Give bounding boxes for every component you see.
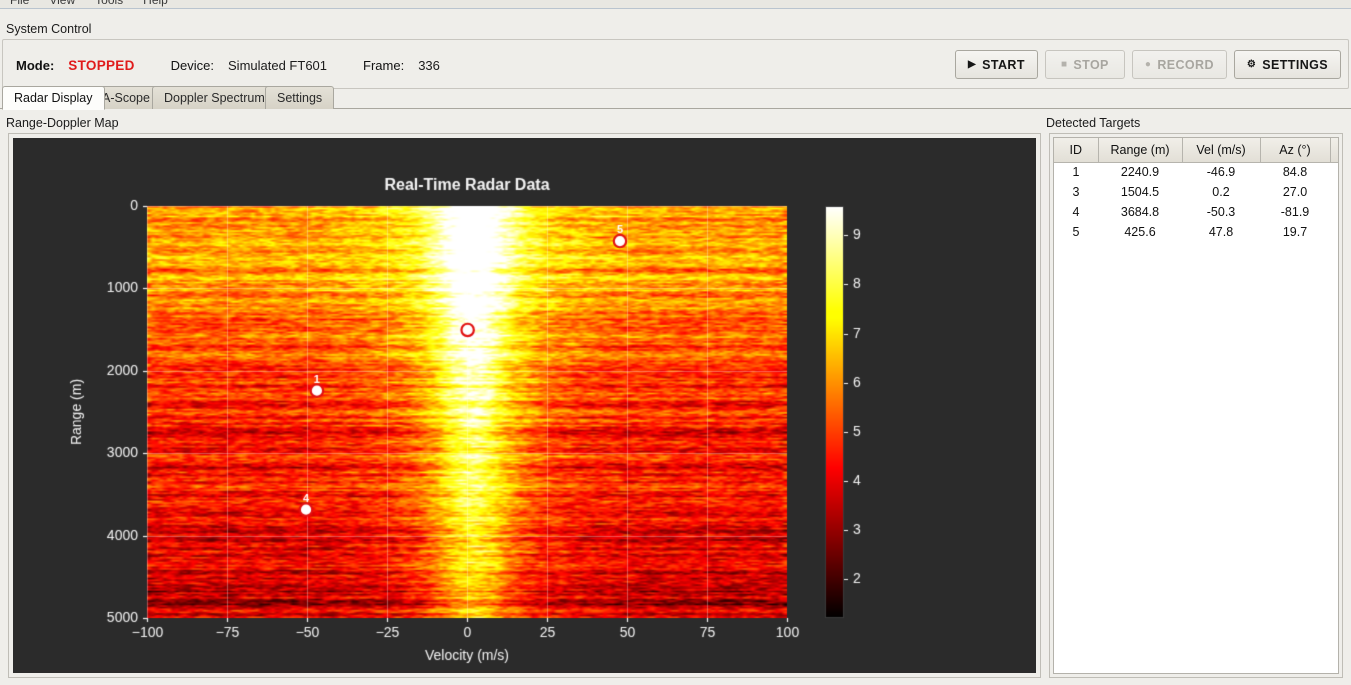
- column-header-range[interactable]: Range (m): [1098, 138, 1183, 163]
- record-icon: ●: [1144, 58, 1152, 70]
- cell-az: 27.0: [1282, 185, 1308, 199]
- stop-button[interactable]: ■ STOP: [1044, 50, 1125, 79]
- stop-button-label: STOP: [1073, 57, 1109, 72]
- menu-item-tools[interactable]: Tools: [85, 0, 133, 9]
- settings-button-label: SETTINGS: [1262, 57, 1328, 72]
- column-header-stub: [1330, 138, 1338, 163]
- cell-az: -81.9: [1280, 205, 1310, 219]
- table-row[interactable]: 5 425.6 47.8 19.7: [1054, 222, 1338, 242]
- tab-doppler-spectrum-label: Doppler Spectrum: [164, 91, 265, 105]
- tab-a-scope-label: A-Scope: [102, 91, 150, 105]
- frame-label: Frame:: [363, 57, 405, 73]
- cell-stub: [1330, 182, 1338, 202]
- menu-item-file[interactable]: File: [0, 0, 39, 9]
- column-header-az[interactable]: Az (°): [1260, 138, 1331, 163]
- cell-az: 84.8: [1282, 165, 1308, 180]
- detected-targets-table-container[interactable]: ID Range (m) Vel (m/s) Az (°) 1 2240.9 -46…: [1053, 137, 1339, 674]
- menu-item-view[interactable]: View: [39, 0, 85, 9]
- cell-id: 4: [1072, 205, 1080, 219]
- cell-range: 1504.5: [1120, 185, 1160, 199]
- mode-value: STOPPED: [68, 57, 135, 73]
- range-doppler-plot-frame: [8, 133, 1041, 678]
- transport-toolbar: ▶ START ■ STOP ● RECORD ⚙ SETTINGS: [955, 50, 1341, 79]
- record-button[interactable]: ● RECORD: [1131, 50, 1227, 79]
- frame-value: 336: [418, 57, 440, 73]
- detected-targets-frame: ID Range (m) Vel (m/s) Az (°) 1 2240.9 -46…: [1049, 133, 1343, 678]
- range-doppler-map-label: Range-Doppler Map: [6, 116, 119, 130]
- cell-vel: 47.8: [1208, 225, 1234, 239]
- play-icon: ▶: [968, 58, 977, 70]
- cell-range: 3684.8: [1120, 205, 1160, 219]
- system-control-group-label: System Control: [6, 22, 92, 36]
- tab-settings-label: Settings: [277, 91, 323, 105]
- device-label: Device:: [170, 57, 215, 73]
- tab-radar-display-label: Radar Display: [14, 91, 93, 105]
- cell-vel: -50.3: [1206, 205, 1236, 219]
- cell-id: 3: [1072, 185, 1080, 199]
- cell-vel: 0.2: [1212, 185, 1230, 199]
- detected-targets-table: ID Range (m) Vel (m/s) Az (°) 1 2240.9 -46…: [1054, 138, 1338, 242]
- record-button-label: RECORD: [1157, 57, 1214, 72]
- mode-label: Mode:: [16, 57, 55, 73]
- status-row: Mode: STOPPED Device: Simulated FT601 Fr…: [16, 54, 440, 76]
- settings-button[interactable]: ⚙ SETTINGS: [1233, 50, 1341, 79]
- column-header-id[interactable]: ID: [1054, 138, 1099, 163]
- start-button-label: START: [982, 57, 1025, 72]
- system-control-panel: System Control Mode: STOPPED Device: Sim…: [0, 9, 1351, 89]
- column-header-vel[interactable]: Vel (m/s): [1182, 138, 1261, 163]
- tab-radar-display[interactable]: Radar Display: [2, 86, 105, 110]
- radar-display-tab-content: Range-Doppler Map Detected Targets ID Ra…: [0, 109, 1351, 685]
- detected-targets-body: 1 2240.9 -46.9 84.8 3 1504.5 0.2 27.0 4 3684.8 -50…: [1054, 162, 1338, 242]
- cell-az: 19.7: [1282, 225, 1308, 239]
- table-row[interactable]: 4 3684.8 -50.3 -81.9: [1054, 202, 1338, 222]
- cell-range: 2240.9: [1120, 165, 1160, 180]
- cell-stub: [1330, 162, 1338, 182]
- tab-settings[interactable]: Settings: [265, 86, 335, 109]
- device-value: Simulated FT601: [228, 57, 328, 73]
- tab-doppler-spectrum[interactable]: Doppler Spectrum: [152, 86, 277, 109]
- tab-bar: Radar Display A-Scope Doppler Spectrum S…: [0, 86, 1351, 110]
- stop-icon: ■: [1060, 58, 1068, 70]
- cell-stub: [1330, 202, 1338, 222]
- menu-item-help[interactable]: Help: [133, 0, 178, 9]
- table-row[interactable]: 1 2240.9 -46.9 84.8: [1054, 162, 1338, 182]
- menu-bar: File View Tools Help: [0, 0, 1351, 9]
- table-header-row: ID Range (m) Vel (m/s) Az (°): [1054, 138, 1338, 163]
- range-doppler-heatmap-canvas[interactable]: [13, 138, 1036, 673]
- cell-id: 1: [1072, 165, 1080, 180]
- tab-a-scope[interactable]: A-Scope: [90, 86, 162, 109]
- cell-range: 425.6: [1124, 225, 1156, 239]
- detected-targets-label: Detected Targets: [1046, 116, 1141, 130]
- cell-vel: -46.9: [1206, 165, 1236, 180]
- cell-id: 5: [1072, 225, 1080, 239]
- start-button[interactable]: ▶ START: [955, 50, 1038, 79]
- gear-icon: ⚙: [1246, 58, 1257, 70]
- cell-stub: [1330, 222, 1338, 242]
- table-row[interactable]: 3 1504.5 0.2 27.0: [1054, 182, 1338, 202]
